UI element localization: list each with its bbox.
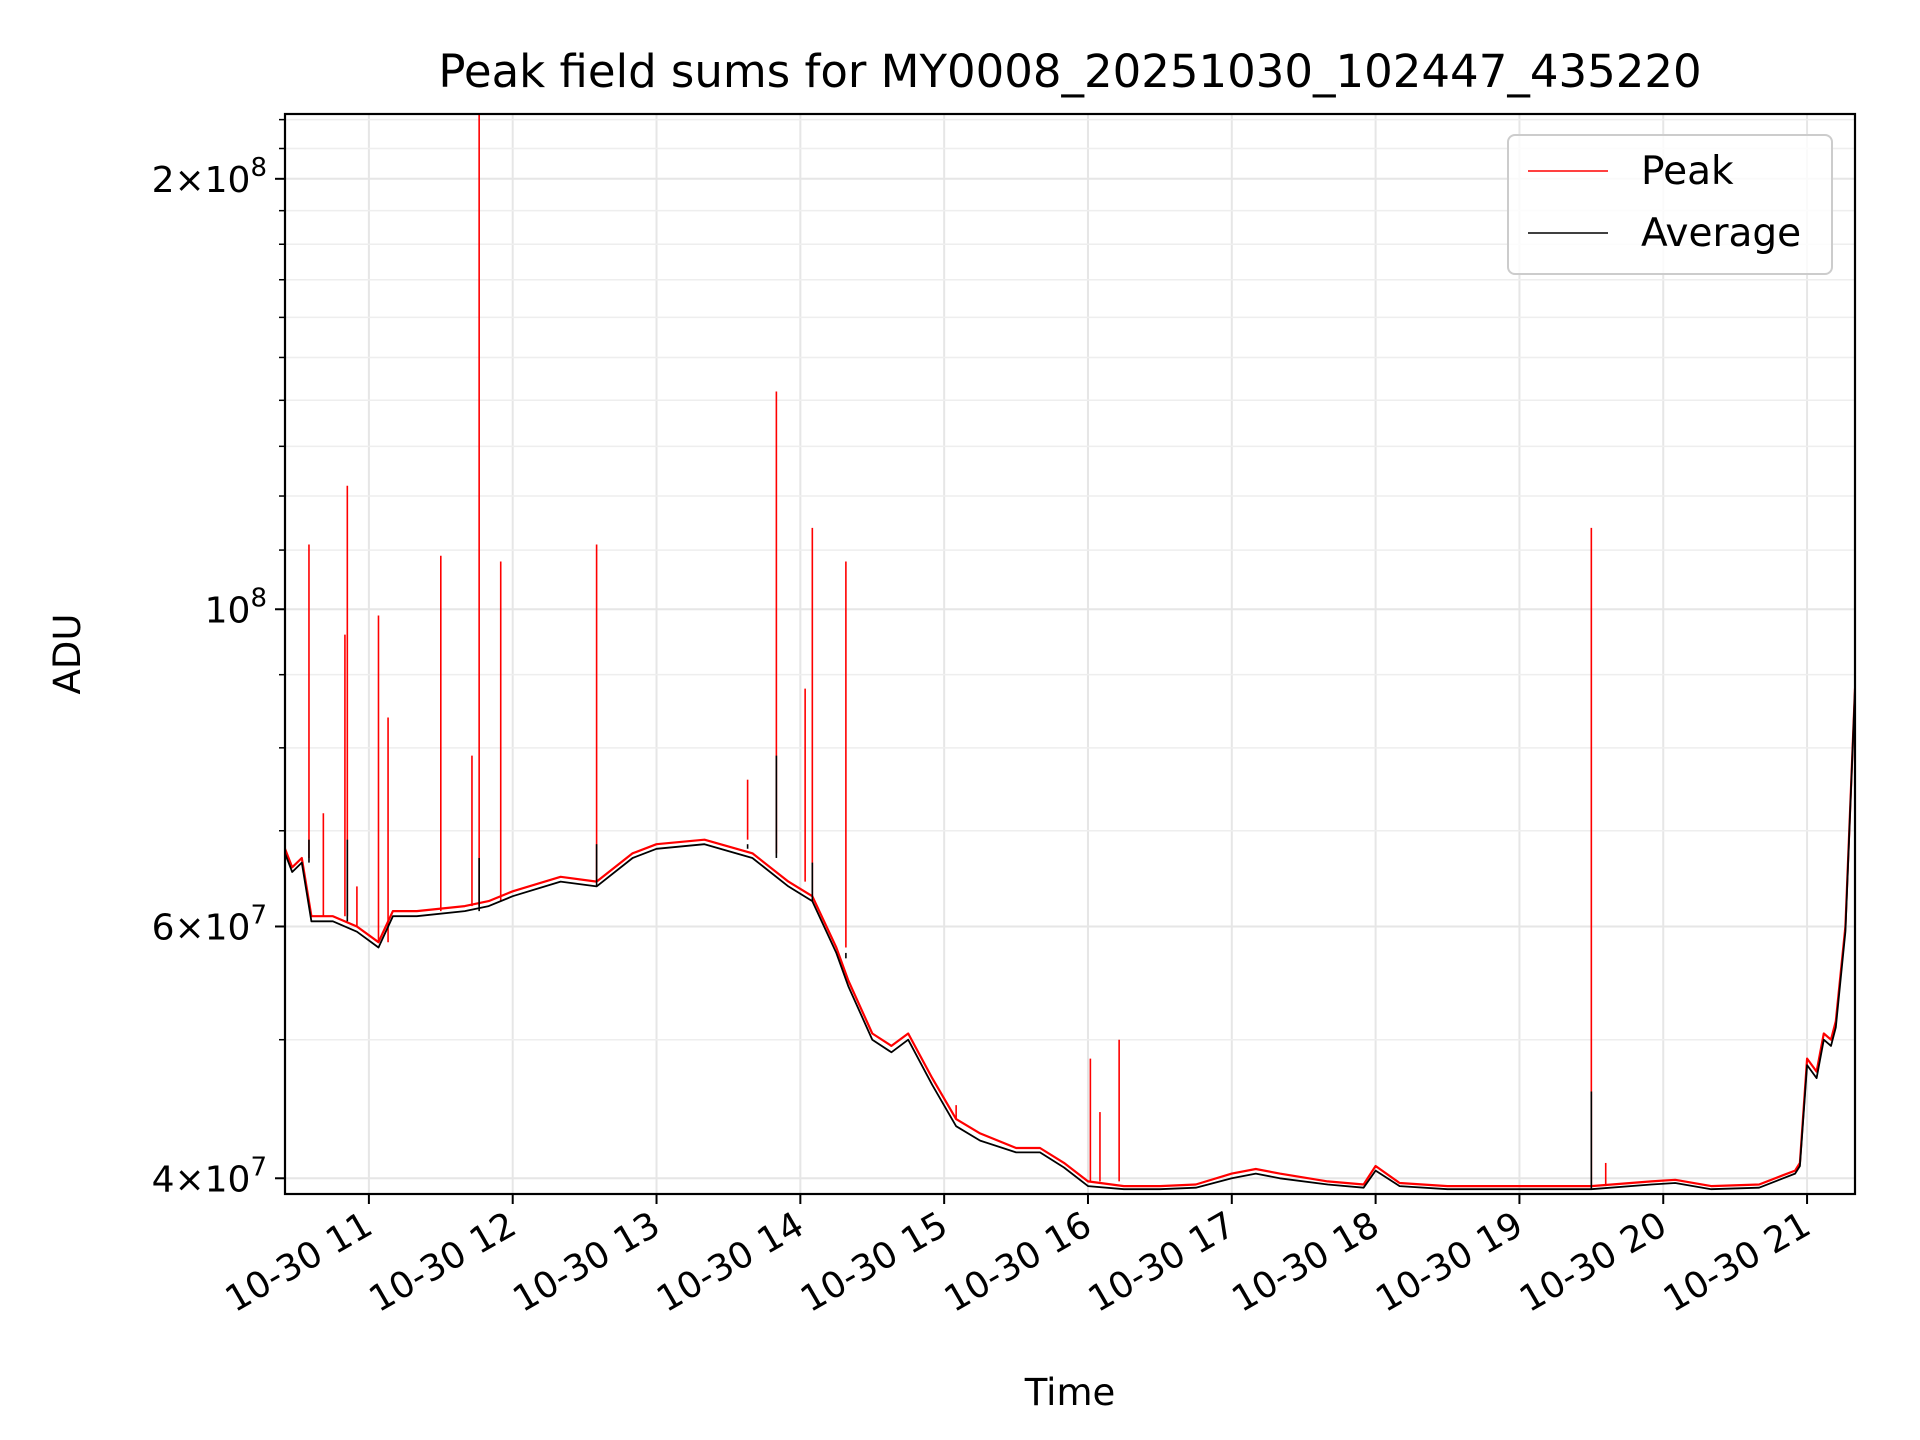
series-average-line (285, 688, 1855, 1191)
y-axis-label: ADU (46, 614, 89, 695)
axes-frame (283, 112, 1857, 1196)
series-layer (285, 114, 1855, 1191)
grid (285, 114, 1855, 1194)
series-peak-line (285, 688, 1855, 1188)
legend: Peak Average (1507, 134, 1833, 275)
legend-frame (1507, 134, 1833, 275)
y-tick-label: 2×108 (152, 153, 267, 201)
y-tick-label: 108 (205, 583, 267, 631)
y-tick-label: 6×107 (152, 900, 267, 948)
x-axis-label: Time (1024, 1371, 1116, 1414)
legend-average-label: Average (1641, 211, 1801, 256)
y-tick-label: 4×107 (152, 1152, 267, 1200)
chart-title: Peak field sums for MY0008_20251030_1024… (438, 45, 1701, 98)
legend-peak-label: Peak (1641, 149, 1734, 194)
y-axis-ticks: 4×107 6×107 108 2×108 (152, 118, 285, 1200)
plot-area (285, 114, 1855, 1191)
